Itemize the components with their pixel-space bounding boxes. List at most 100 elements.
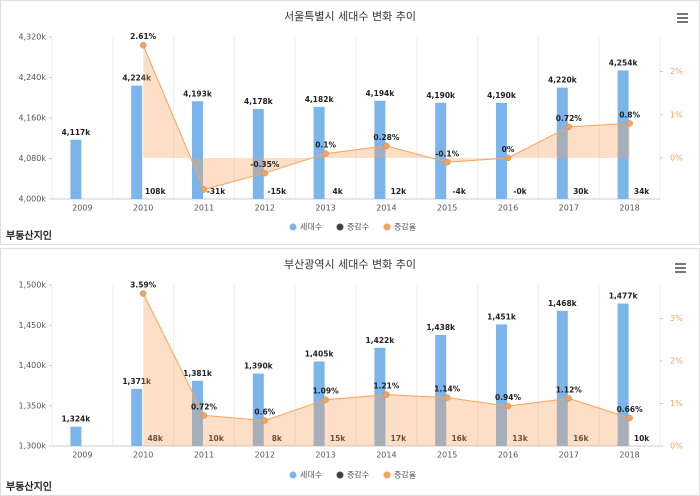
panel	[0, 248, 700, 496]
bar	[435, 334, 447, 446]
data-label: 0.1%	[315, 141, 336, 150]
legend-label: 증감율	[394, 470, 416, 480]
point	[626, 414, 633, 422]
x-tick-label: 2014	[376, 451, 396, 460]
data-label: 1,381k	[183, 369, 213, 378]
menu-icon[interactable]	[675, 263, 686, 273]
data-label: 34k	[634, 187, 650, 196]
data-label: 0.94%	[495, 393, 522, 402]
y-tick-label: 4,080k	[18, 154, 46, 163]
x-tick-label: 2018	[619, 204, 639, 213]
legend-marker	[289, 471, 297, 479]
data-label: 4,224k	[122, 74, 152, 83]
point	[504, 154, 512, 162]
point	[565, 395, 573, 402]
data-label: 48k	[147, 434, 163, 443]
data-label: 4,193k	[183, 89, 213, 98]
point	[565, 123, 573, 131]
bar	[131, 388, 143, 446]
bar	[313, 106, 325, 199]
y2-tick-label: 0%	[670, 153, 683, 162]
x-tick-label: 2015	[437, 204, 457, 213]
y2-tick-label: 0%	[670, 442, 683, 451]
data-label: 10k	[634, 434, 650, 443]
data-label: 1,371k	[122, 377, 152, 386]
y2-tick-label: 3%	[670, 314, 683, 323]
bar	[496, 102, 507, 199]
data-label: -31k	[207, 187, 227, 196]
data-label: 1,405k	[305, 349, 335, 358]
data-label: 4,190k	[426, 91, 456, 100]
bar	[556, 310, 568, 446]
bar	[313, 361, 325, 446]
x-tick-label: 2015	[437, 451, 457, 460]
point	[261, 169, 269, 177]
bar	[70, 426, 82, 446]
point	[443, 159, 451, 166]
data-label: 4,254k	[609, 58, 639, 67]
x-tick-label: 2010	[133, 451, 153, 460]
data-label: 2.61%	[130, 32, 157, 41]
x-tick-label: 2014	[376, 204, 396, 213]
data-label: 1.12%	[556, 385, 583, 394]
panel	[0, 0, 700, 245]
data-label: 17k	[391, 434, 407, 443]
data-label: 1,438k	[426, 323, 456, 332]
data-label: 0.66%	[617, 405, 644, 414]
bar	[192, 101, 203, 199]
x-tick-label: 2017	[559, 451, 579, 460]
x-tick-label: 2013	[315, 204, 335, 213]
bar	[617, 70, 629, 199]
chart-title: 부산광역시 세대수 변화 추이	[284, 258, 416, 271]
point	[504, 402, 512, 410]
bar	[374, 100, 386, 199]
data-label: 1.09%	[313, 387, 340, 396]
x-tick-label: 2016	[498, 451, 518, 460]
data-label: 4,220k	[548, 76, 578, 85]
y-tick-label: 1,300k	[18, 442, 46, 451]
data-label: 0.28%	[373, 133, 400, 142]
bar	[70, 139, 82, 199]
y2-tick-label: 1%	[670, 110, 683, 119]
bar	[252, 108, 264, 199]
data-label: 4,194k	[366, 89, 396, 98]
x-tick-label: 2013	[315, 451, 335, 460]
menu-icon[interactable]	[677, 13, 688, 23]
y-tick-label: 4,240k	[18, 73, 46, 82]
legend-label: 증감수	[347, 470, 369, 480]
logo: 부동산지인	[6, 480, 52, 493]
data-label: 13k	[512, 434, 528, 443]
point	[261, 417, 269, 424]
y-tick-label: 1,500k	[18, 281, 46, 290]
bar	[192, 380, 203, 446]
data-label: 10k	[208, 434, 224, 443]
point	[322, 396, 329, 403]
x-tick-label: 2010	[133, 204, 153, 213]
data-label: 1,451k	[487, 312, 517, 321]
y2-tick-label: 2%	[670, 357, 683, 366]
data-label: 108k	[145, 187, 167, 196]
data-label: 15k	[330, 434, 346, 443]
chart-title: 서울특별시 세대수 변화 추이	[284, 10, 416, 23]
bar	[617, 303, 629, 446]
point	[626, 120, 633, 127]
data-label: -0.35%	[250, 160, 280, 169]
point	[383, 391, 390, 398]
legend-marker	[383, 223, 391, 231]
data-label: 0.6%	[254, 408, 275, 417]
bar	[556, 87, 568, 199]
x-tick-label: 2012	[255, 204, 275, 213]
y2-tick-label: 1%	[670, 399, 683, 408]
data-label: 1.14%	[434, 385, 461, 394]
bar	[252, 373, 264, 446]
data-label: 4,117k	[62, 128, 92, 137]
point	[200, 186, 208, 193]
bar	[131, 85, 143, 199]
data-label: 0.72%	[191, 402, 218, 411]
point	[139, 41, 147, 49]
point	[443, 394, 451, 401]
x-tick-label: 2017	[559, 204, 579, 213]
data-label: 4,182k	[305, 95, 335, 104]
y-tick-label: 4,160k	[18, 114, 46, 123]
